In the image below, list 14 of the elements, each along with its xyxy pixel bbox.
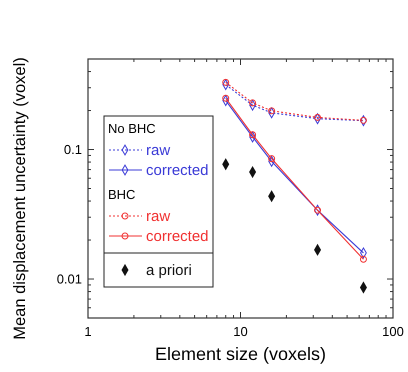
x-tick-label: 100 bbox=[382, 324, 404, 339]
legend-label: raw bbox=[146, 142, 170, 159]
x-tick-label: 1 bbox=[84, 324, 92, 339]
legend-label: corrected bbox=[146, 162, 209, 179]
x-tick-label: 10 bbox=[233, 324, 248, 339]
annotation: BHC bbox=[108, 187, 136, 202]
y-tick-label: 0.01 bbox=[56, 272, 82, 287]
y-tick-label: 0.1 bbox=[64, 142, 82, 158]
y-axis-title: Mean displacement uncertainty (voxel) bbox=[11, 57, 29, 340]
legend-label: corrected bbox=[146, 228, 209, 245]
annotation: No BHC bbox=[108, 121, 156, 136]
legend-label: raw bbox=[146, 208, 170, 225]
legend-label: a priori bbox=[146, 262, 192, 279]
x-axis-title: Element size (voxels) bbox=[154, 344, 326, 364]
